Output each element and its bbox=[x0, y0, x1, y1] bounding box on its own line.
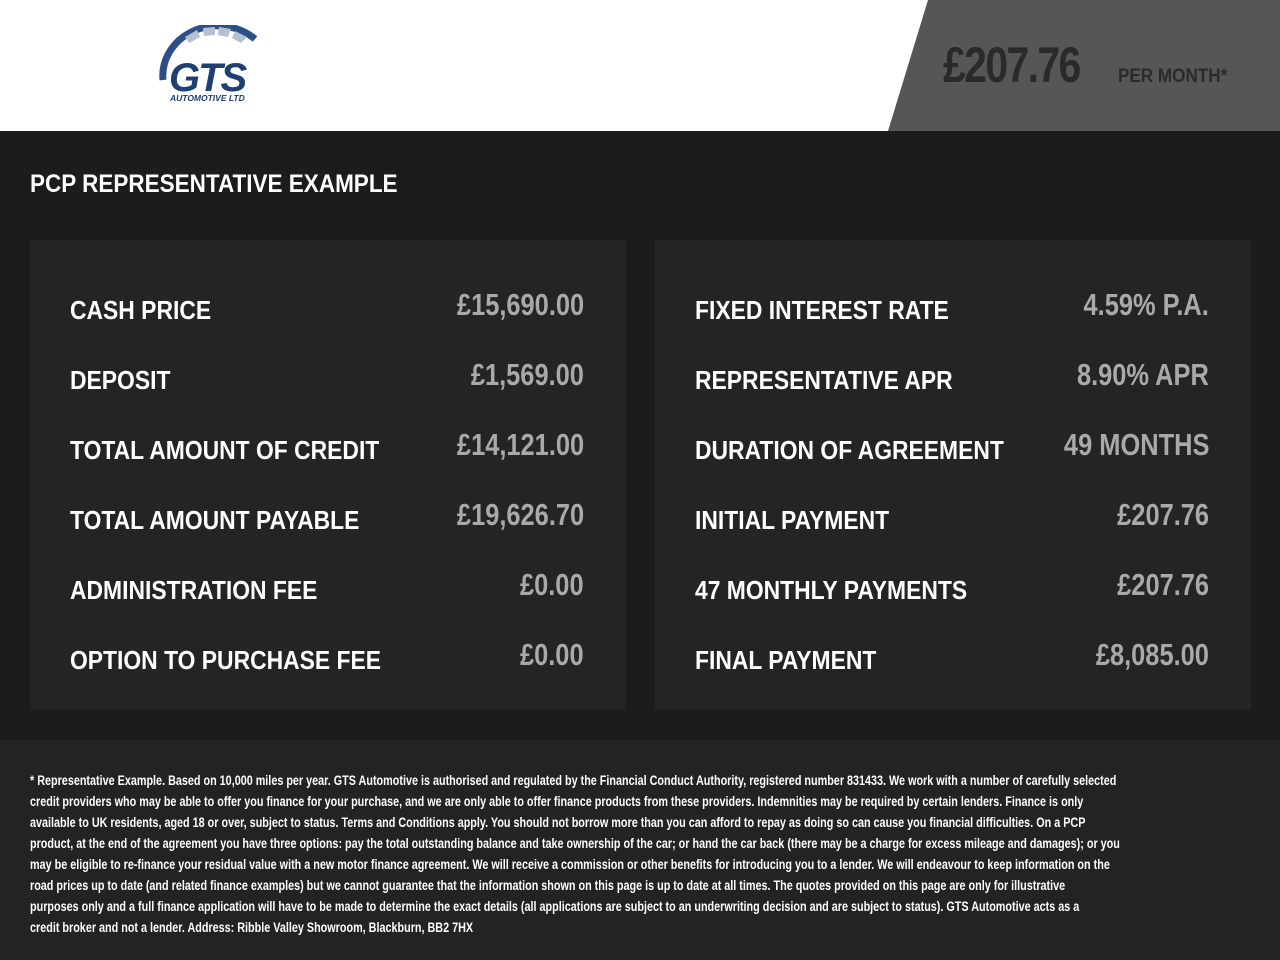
disclaimer-line: road prices up to date (and related fina… bbox=[30, 878, 1066, 893]
monthly-price-box bbox=[888, 0, 1280, 131]
finance-label: REPRESENTATIVE APR bbox=[695, 365, 953, 395]
right-finance-panel: FIXED INTEREST RATE 4.59% P.A. REPRESENTAT… bbox=[655, 240, 1251, 710]
disclaimer-line: product, at the end of the agreement you… bbox=[30, 836, 1120, 851]
finance-value: £207.76 bbox=[1117, 497, 1209, 532]
finance-value: £0.00 bbox=[520, 637, 584, 672]
finance-label: 47 MONTHLY PAYMENTS bbox=[695, 575, 968, 605]
per-month-label: PER MONTH* bbox=[1118, 66, 1228, 87]
finance-row: DURATION OF AGREEMENT 49 MONTHS bbox=[695, 427, 1209, 467]
disclaimer-line: available to UK residents, aged 18 or ov… bbox=[30, 815, 1086, 830]
finance-label: FINAL PAYMENT bbox=[695, 645, 877, 675]
finance-label: INITIAL PAYMENT bbox=[695, 505, 890, 535]
finance-value: £207.76 bbox=[1117, 567, 1209, 602]
finance-row: DEPOSIT £1,569.00 bbox=[70, 357, 584, 397]
finance-label: FIXED INTEREST RATE bbox=[695, 295, 949, 325]
finance-row: CASH PRICE £15,690.00 bbox=[70, 287, 584, 327]
finance-row: INITIAL PAYMENT £207.76 bbox=[695, 497, 1209, 537]
finance-value: £0.00 bbox=[520, 567, 584, 602]
finance-row: TOTAL AMOUNT OF CREDIT £14,121.00 bbox=[70, 427, 584, 467]
finance-value: £1,569.00 bbox=[470, 357, 584, 392]
finance-row: OPTION TO PURCHASE FEE £0.00 bbox=[70, 637, 584, 677]
disclaimer-line: credit providers who may be able to offe… bbox=[30, 794, 1084, 809]
finance-label: CASH PRICE bbox=[70, 295, 212, 325]
disclaimer-line: * Representative Example. Based on 10,00… bbox=[30, 773, 1117, 788]
svg-text:AUTOMOTIVE LTD: AUTOMOTIVE LTD bbox=[169, 93, 245, 103]
disclaimer-line: purposes only and a full finance applica… bbox=[30, 899, 1080, 914]
finance-label: TOTAL AMOUNT PAYABLE bbox=[70, 505, 360, 535]
finance-label: ADMINISTRATION FEE bbox=[70, 575, 318, 605]
finance-label: DURATION OF AGREEMENT bbox=[695, 435, 1004, 465]
finance-row: FIXED INTEREST RATE 4.59% P.A. bbox=[695, 287, 1209, 327]
finance-value: £14,121.00 bbox=[456, 427, 584, 462]
disclaimer-text: * Representative Example. Based on 10,00… bbox=[30, 770, 1120, 938]
page-title: PCP REPRESENTATIVE EXAMPLE bbox=[30, 170, 398, 198]
finance-label: TOTAL AMOUNT OF CREDIT bbox=[70, 435, 380, 465]
finance-label: DEPOSIT bbox=[70, 365, 171, 395]
disclaimer-line: credit broker and not a lender. Address:… bbox=[30, 920, 474, 935]
finance-row: 47 MONTHLY PAYMENTS £207.76 bbox=[695, 567, 1209, 607]
finance-value: 4.59% P.A. bbox=[1083, 287, 1209, 322]
finance-row: TOTAL AMOUNT PAYABLE £19,626.70 bbox=[70, 497, 584, 537]
finance-value: 8.90% APR bbox=[1077, 357, 1209, 392]
svg-text:GTS: GTS bbox=[169, 56, 248, 100]
finance-row: REPRESENTATIVE APR 8.90% APR bbox=[695, 357, 1209, 397]
finance-value: £19,626.70 bbox=[456, 497, 584, 532]
finance-label: OPTION TO PURCHASE FEE bbox=[70, 645, 382, 675]
monthly-price: £207.76 bbox=[943, 37, 1081, 93]
disclaimer-section: * Representative Example. Based on 10,00… bbox=[0, 740, 1280, 960]
disclaimer-line: may be eligible to re-finance your resid… bbox=[30, 857, 1110, 872]
finance-row: FINAL PAYMENT £8,085.00 bbox=[695, 637, 1209, 677]
left-finance-panel: CASH PRICE £15,690.00 DEPOSIT £1,569.00 TOTA… bbox=[30, 240, 626, 710]
finance-value: £8,085.00 bbox=[1095, 637, 1209, 672]
finance-value: 49 MONTHS bbox=[1063, 427, 1209, 462]
gts-logo: GTS AUTOMOTIVE LTD bbox=[155, 22, 275, 105]
finance-value: £15,690.00 bbox=[456, 287, 584, 322]
finance-row: ADMINISTRATION FEE £0.00 bbox=[70, 567, 584, 607]
